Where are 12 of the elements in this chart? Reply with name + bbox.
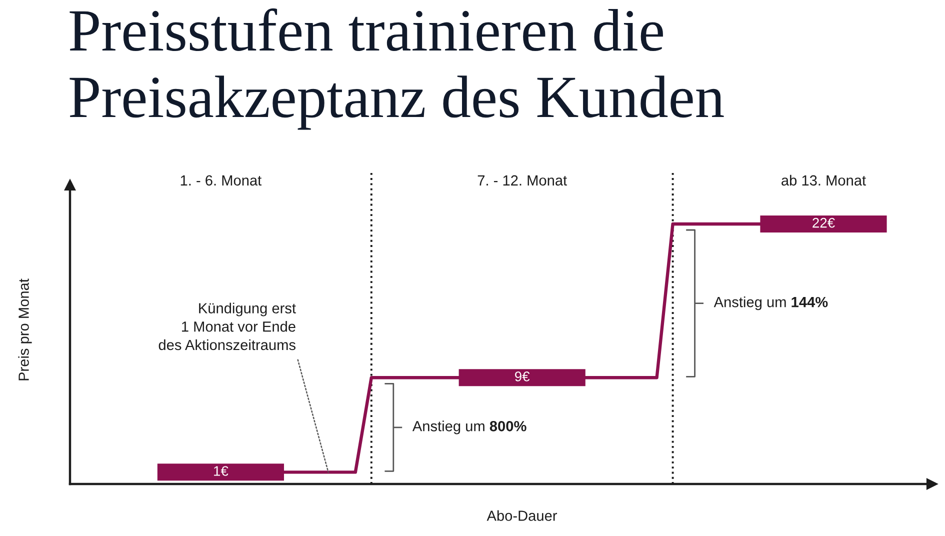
x-axis-title: Abo-Dauer	[486, 510, 558, 521]
x-tick-label: ab 13. Monat	[782, 174, 866, 186]
chart-title: Preisstufen trainieren die Preisakzeptanz des Kunden	[70, 8, 724, 130]
x-tick-label: 7. - 12. Monat	[478, 175, 567, 186]
annotation: Anstieg um 800%	[412, 420, 526, 434]
data-label: 9€	[515, 372, 530, 382]
annotation: Anstieg um 144%	[714, 296, 828, 310]
annotation: Kündigung erst 1 Monat vor Ende des Aktionszeitraums	[158, 302, 296, 350]
data-label: 22€	[812, 218, 835, 228]
data-label: 1€	[214, 466, 228, 476]
y-axis-title: Preis pro Monat	[18, 278, 32, 380]
x-tick-label: 1. - 6. Monat	[180, 175, 262, 186]
